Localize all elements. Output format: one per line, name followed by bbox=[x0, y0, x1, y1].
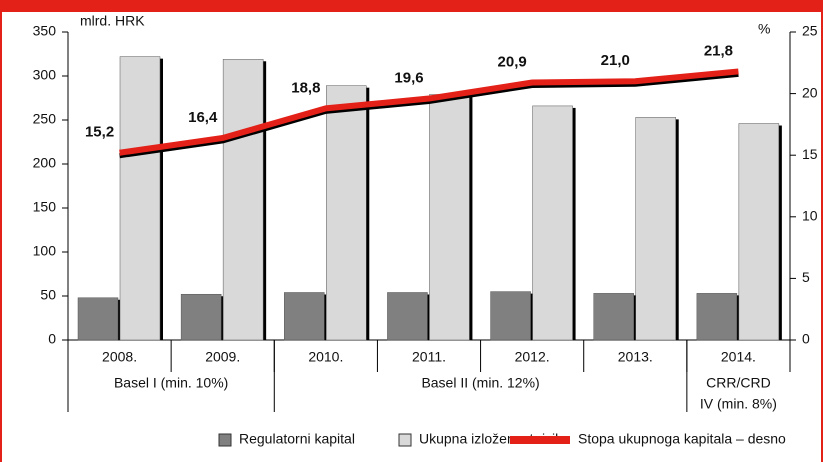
left-border bbox=[0, 0, 2, 462]
y-tick-label: 150 bbox=[33, 199, 57, 215]
data-label: 21,8 bbox=[704, 42, 733, 59]
group-label: CRR/CRD bbox=[706, 375, 771, 391]
group-label: Basel I (min. 10%) bbox=[114, 375, 228, 391]
bar bbox=[593, 293, 634, 341]
legend-swatch bbox=[218, 433, 232, 447]
data-label: 20,9 bbox=[498, 53, 527, 70]
y-tick-label: 0 bbox=[48, 331, 56, 347]
group-label: Basel II (min. 12%) bbox=[421, 375, 539, 391]
y-tick-label: 50 bbox=[40, 287, 56, 303]
right-border bbox=[821, 0, 823, 462]
legend-swatch bbox=[398, 433, 412, 447]
y-tick-label: 250 bbox=[33, 111, 57, 127]
y-axis-label: mlrd. HRK bbox=[80, 13, 145, 29]
bar bbox=[490, 291, 531, 341]
line bbox=[119, 68, 739, 156]
y2-tick-label: 0 bbox=[802, 331, 810, 347]
bar bbox=[284, 292, 325, 341]
y2-tick-label: 10 bbox=[802, 208, 818, 224]
y2-tick-label: 20 bbox=[802, 84, 818, 100]
data-label: 19,6 bbox=[394, 69, 423, 86]
y2-tick-label: 15 bbox=[802, 146, 818, 162]
legend-swatch bbox=[510, 436, 570, 444]
legend-label: Regulatorni kapital bbox=[239, 431, 355, 447]
group-label: IV (min. 8%) bbox=[700, 396, 777, 412]
x-tick-label: 2012. bbox=[515, 349, 550, 365]
x-tick-label: 2010. bbox=[308, 349, 343, 365]
bar bbox=[77, 297, 119, 341]
data-label: 16,4 bbox=[188, 109, 218, 126]
x-tick-label: 2008. bbox=[102, 349, 137, 365]
x-tick-label: 2009. bbox=[205, 349, 240, 365]
y-tick-label: 300 bbox=[33, 67, 57, 83]
y2-tick-label: 25 bbox=[802, 23, 818, 39]
top-band bbox=[0, 0, 823, 12]
x-tick-label: 2011. bbox=[412, 349, 446, 365]
y-tick-label: 350 bbox=[33, 23, 57, 39]
y2-tick-label: 5 bbox=[802, 269, 810, 285]
data-label: 15,2 bbox=[85, 124, 114, 141]
y-tick-label: 100 bbox=[33, 243, 57, 259]
bar bbox=[387, 292, 428, 341]
bar bbox=[222, 59, 264, 341]
x-tick-label: 2013. bbox=[618, 349, 653, 365]
x-tick-label: 2014. bbox=[721, 349, 756, 365]
bar bbox=[696, 293, 738, 341]
bar bbox=[119, 56, 161, 341]
y-tick-label: 200 bbox=[33, 155, 57, 171]
data-label: 18,8 bbox=[291, 79, 320, 96]
bar bbox=[738, 123, 780, 341]
bar bbox=[532, 105, 573, 341]
y2-axis-label: % bbox=[758, 21, 770, 37]
bar bbox=[180, 293, 222, 341]
bar bbox=[326, 85, 367, 341]
bar bbox=[635, 117, 676, 341]
data-label: 21,0 bbox=[601, 52, 630, 69]
bar bbox=[429, 94, 470, 341]
legend-label: Stopa ukupnoga kapitala – desno bbox=[578, 431, 786, 447]
